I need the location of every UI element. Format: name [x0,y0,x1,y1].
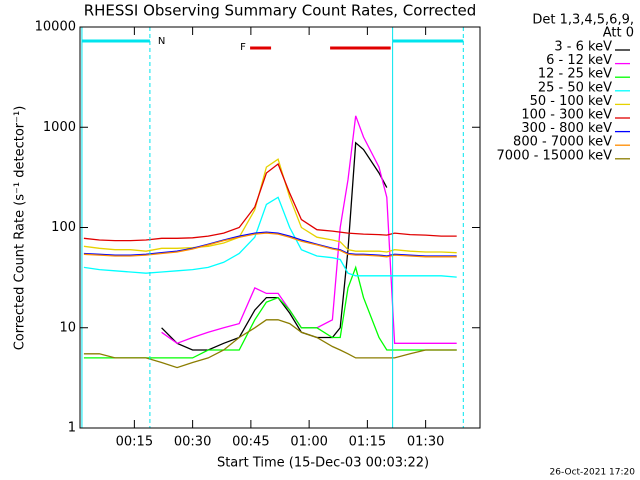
legend-label: 7000 - 15000 keV [497,148,613,163]
plot-frame [79,26,481,429]
x-axis-label: Start Time (15-Dec-03 00:03:22) [217,456,429,471]
legend-label: 800 - 7000 keV [513,135,612,150]
legend-label: 50 - 100 keV [530,94,613,109]
legend-header: Att 0 [603,26,634,41]
y-tick-label: 1 [68,421,76,436]
y-tick-label: 10 [59,320,76,335]
x-tick-label: 01:30 [407,435,444,450]
x-tick-label: 01:15 [349,435,386,450]
series-line [161,141,388,351]
chart-title: RHESSI Observing Summary Count Rates, Co… [84,2,477,20]
y-axis-label: Corrected Count Rate (s⁻¹ detector⁻¹) [13,106,28,351]
legend-label: 300 - 800 keV [521,121,612,136]
y-tick-label: 100 [51,220,76,235]
footer: 26-Oct-2021 17:20 [550,468,636,478]
y-tick-label: 1000 [43,120,76,135]
series-line [83,196,457,278]
legend-label: 3 - 6 keV [554,40,612,55]
legend-label: 12 - 25 keV [538,67,612,82]
legend-label: 100 - 300 keV [521,108,612,123]
y-tick-label: 10000 [35,20,76,35]
series-line [83,162,457,242]
series-line [83,158,457,254]
series-line [83,319,457,369]
x-tick-label: 01:00 [290,435,327,450]
series-line [83,232,457,258]
legend-header: Det 1,3,4,5,6,9, [532,13,634,28]
series-line [161,115,457,345]
x-tick-label: 00:15 [116,435,153,450]
legend-label: 25 - 50 keV [538,80,612,95]
night-label: N [158,36,165,47]
legend-label: 6 - 12 keV [546,53,612,68]
x-tick-label: 00:45 [232,435,269,450]
x-tick-label: 00:30 [174,435,211,450]
flare-label: F [240,42,246,53]
series-line [83,265,457,359]
series-line [83,231,457,257]
